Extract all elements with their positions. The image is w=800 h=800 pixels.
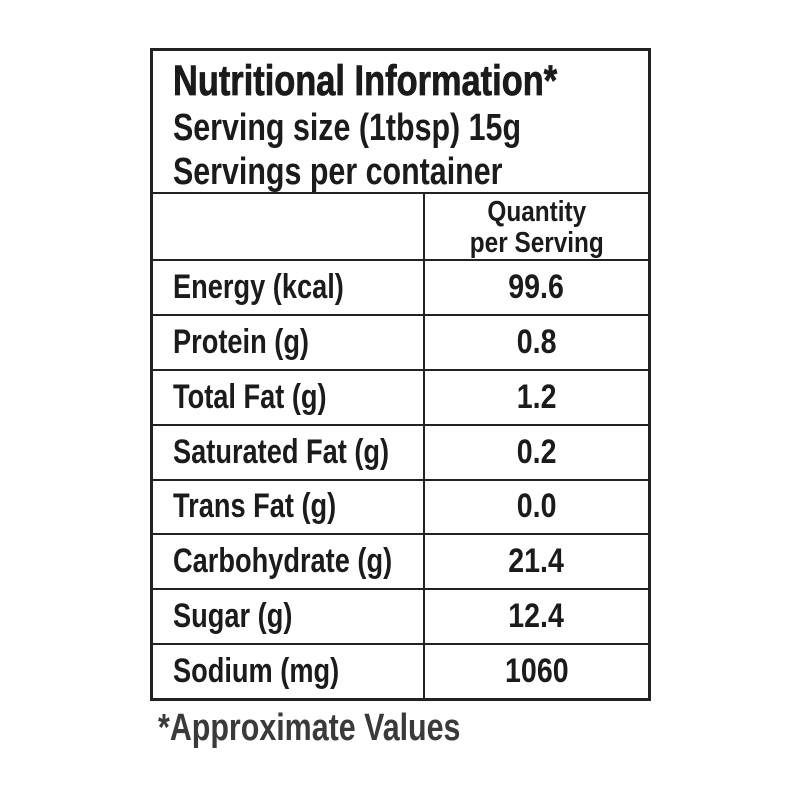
page-title: Nutritional Information* xyxy=(173,56,648,106)
row-value: 1.2 xyxy=(516,377,557,416)
row-value-cell: 12.4 xyxy=(425,590,648,643)
table-header-block: Nutritional Information* Serving size (1… xyxy=(153,51,648,194)
column-header-quantity: Quantity per Serving xyxy=(425,194,648,259)
row-value: 1060 xyxy=(504,652,569,691)
row-value: 0.0 xyxy=(516,487,557,526)
column-header-row: Quantity per Serving xyxy=(153,194,648,261)
row-label-cell: Total Fat (g) xyxy=(153,370,425,424)
row-label: Carbohydrate (g) xyxy=(173,542,393,581)
row-label-cell: Energy (kcal) xyxy=(153,261,425,314)
table-row-energy: Energy (kcal) 99.6 xyxy=(153,261,648,316)
table-body: Energy (kcal) 99.6 Protein (g) 0.8 Total… xyxy=(153,261,648,698)
row-label: Sodium (mg) xyxy=(173,652,340,691)
row-label: Protein (g) xyxy=(173,322,309,361)
row-value: 0.8 xyxy=(516,322,557,361)
row-value-cell: 1060 xyxy=(425,645,648,698)
title-text: Nutritional Information* xyxy=(173,57,558,106)
column-header-empty-cell xyxy=(153,194,425,259)
row-value-cell: 99.6 xyxy=(425,261,648,314)
nutrition-table: Nutritional Information* Serving size (1… xyxy=(150,48,651,701)
row-value-cell: 0.0 xyxy=(425,481,648,534)
row-label-cell: Saturated Fat (g) xyxy=(153,425,425,479)
row-value: 12.4 xyxy=(508,597,565,636)
row-label: Sugar (g) xyxy=(173,597,293,636)
row-label-cell: Trans Fat (g) xyxy=(153,480,425,534)
row-label-cell: Protein (g) xyxy=(153,315,425,369)
servings-per-container-text: Servings per container xyxy=(173,151,503,193)
row-value: 99.6 xyxy=(508,267,565,306)
table-row-saturated-fat: Saturated Fat (g) 0.2 xyxy=(153,425,648,481)
table-row-trans-fat: Trans Fat (g) 0.0 xyxy=(153,480,648,536)
row-value-cell: 1.2 xyxy=(425,371,648,424)
row-value-cell: 0.2 xyxy=(425,426,648,479)
footnote-text: *Approximate Values xyxy=(158,707,461,749)
table-row-total-fat: Total Fat (g) 1.2 xyxy=(153,370,648,426)
servings-per-container-line: Servings per container xyxy=(173,150,648,193)
serving-size-text: Serving size (1tbsp) 15g xyxy=(173,107,522,149)
row-label: Trans Fat (g) xyxy=(173,487,337,526)
approximate-values-footnote: *Approximate Values xyxy=(158,706,536,750)
row-label: Energy (kcal) xyxy=(173,267,344,306)
serving-size-line: Serving size (1tbsp) 15g xyxy=(173,106,648,150)
row-label: Saturated Fat (g) xyxy=(173,432,390,471)
table-row-protein: Protein (g) 0.8 xyxy=(153,315,648,371)
column-header-line2: per Serving xyxy=(469,226,604,259)
row-value: 0.2 xyxy=(516,432,557,471)
row-label-cell: Carbohydrate (g) xyxy=(153,535,425,589)
row-label-cell: Sodium (mg) xyxy=(153,645,425,698)
table-row-sugar: Sugar (g) 12.4 xyxy=(153,590,648,646)
row-label: Total Fat (g) xyxy=(173,377,327,416)
table-row-sodium: Sodium (mg) 1060 xyxy=(153,645,648,698)
row-value: 21.4 xyxy=(508,542,565,581)
row-value-cell: 0.8 xyxy=(425,316,648,369)
column-header-line1: Quantity xyxy=(487,195,586,228)
row-value-cell: 21.4 xyxy=(425,535,648,588)
row-label-cell: Sugar (g) xyxy=(153,590,425,644)
table-row-carbohydrate: Carbohydrate (g) 21.4 xyxy=(153,535,648,591)
